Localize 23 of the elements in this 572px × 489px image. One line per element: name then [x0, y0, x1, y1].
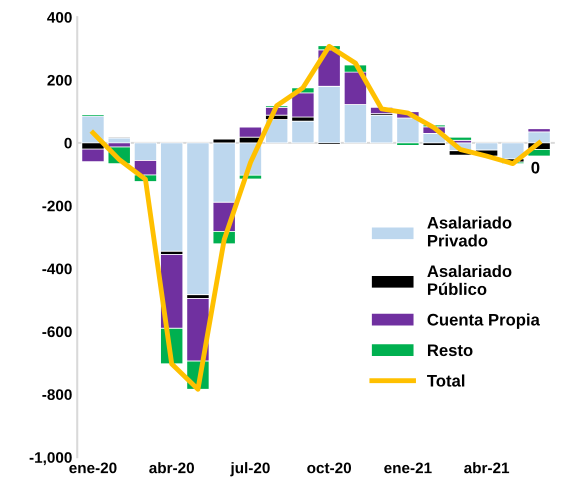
x-tick-label: abr-20 — [149, 462, 194, 474]
x-tick-label: jul-20 — [230, 462, 270, 476]
legend-label: Total — [427, 374, 464, 387]
y-tick-label: 0 — [64, 138, 72, 149]
legend-label: Asalariado Privado — [427, 216, 512, 247]
y-tick-label: -400 — [42, 263, 72, 274]
y-tick-label: -200 — [42, 200, 72, 212]
x-tick-label: abr-21 — [464, 462, 510, 474]
bar — [448, 136, 472, 141]
annotation: 0 — [531, 162, 540, 174]
x-tick-label: ene-21 — [384, 462, 432, 474]
x-tick-label: oct-20 — [307, 462, 352, 474]
y-tick-label: -800 — [42, 389, 72, 400]
legend-label: Asalariado Público — [427, 264, 512, 296]
legend-label: Cuenta Propia — [428, 313, 540, 329]
y-tick-label: 200 — [47, 74, 72, 86]
y-tick-label: -600 — [42, 326, 72, 338]
bar — [291, 120, 314, 144]
bar — [160, 142, 184, 252]
y-tick-label: 400 — [47, 12, 72, 23]
line-series — [90, 44, 542, 392]
legend-label: Resto — [428, 344, 473, 356]
bar — [186, 142, 210, 296]
